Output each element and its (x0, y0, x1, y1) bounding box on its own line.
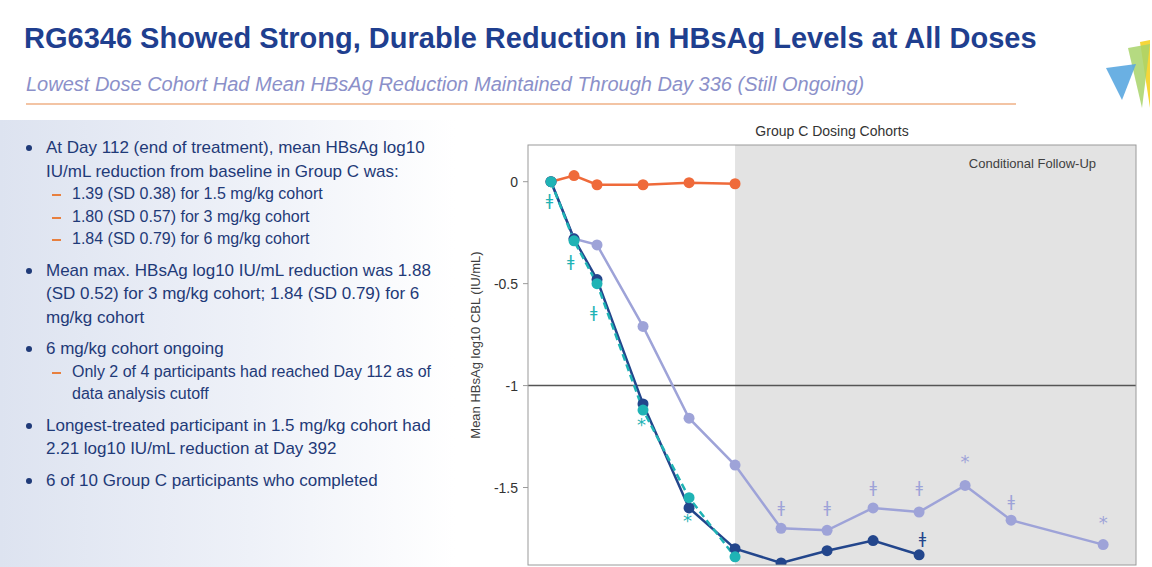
data-point (914, 506, 925, 517)
y-tick-label: -0.5 (494, 276, 518, 292)
sub-bullet-text: 1.84 (SD 0.79) for 6 mg/kg cohort (72, 230, 309, 247)
series-line (551, 182, 919, 563)
data-point (569, 235, 580, 246)
bullet-dot (26, 423, 32, 429)
significance-marker: ǂ (919, 529, 927, 548)
significance-marker: ǂ (1007, 492, 1015, 511)
sub-bullet-dash (52, 239, 61, 241)
data-point (638, 179, 649, 190)
y-tick-label: 0 (510, 174, 518, 190)
bullet: At Day 112 (end of treatment), mean HBsA… (46, 136, 444, 251)
bullet-dot (26, 145, 32, 151)
significance-marker: ǂ (823, 498, 831, 517)
data-point (592, 179, 603, 190)
data-point (546, 176, 557, 187)
y-axis-title: Mean HBsAg log10 CBL (IU/mL) (468, 251, 483, 438)
bullet: Longest-treated participant in 1.5 mg/kg… (46, 414, 444, 461)
title-rule (26, 103, 1016, 105)
data-point (684, 177, 695, 188)
data-point (730, 178, 741, 189)
data-point (776, 557, 787, 565)
sub-bullet: 1.84 (SD 0.79) for 6 mg/kg cohort (72, 228, 444, 251)
significance-marker: ǂ (590, 303, 598, 322)
region-label: Conditional Follow-Up (969, 156, 1096, 171)
bullet-text: Mean max. HBsAg log10 IU/mL reduction wa… (46, 261, 431, 327)
plot-frame (528, 145, 1136, 565)
y-tick-label: -1 (506, 378, 519, 394)
data-point (868, 535, 879, 546)
data-point (914, 549, 925, 560)
y-tick (523, 385, 528, 386)
significance-marker: * (637, 414, 646, 435)
data-point (1006, 515, 1017, 526)
significance-marker: * (961, 451, 970, 472)
data-point (960, 480, 971, 491)
logo-shape (1106, 64, 1136, 100)
plot-group (528, 145, 1136, 565)
sub-bullet-text: 1.39 (SD 0.38) for 1.5 mg/kg cohort (72, 185, 323, 202)
data-point (776, 523, 787, 534)
significance-marker: ǂ (915, 478, 923, 497)
logo (1092, 38, 1152, 118)
bullet-panel: At Day 112 (end of treatment), mean HBsA… (0, 120, 455, 567)
bullet: Mean max. HBsAg log10 IU/mL reduction wa… (46, 259, 444, 330)
bullet: 6 mg/kg cohort ongoing Only 2 of 4 partic… (46, 337, 444, 406)
sub-bullet: 1.80 (SD 0.57) for 3 mg/kg cohort (72, 206, 444, 229)
sub-bullet: Only 2 of 4 participants had reached Day… (72, 361, 444, 406)
slide-title: RG6346 Showed Strong, Durable Reduction … (24, 22, 1037, 55)
bullet-text: 6 of 10 Group C participants who complet… (46, 471, 378, 490)
y-tick-label: -1.5 (494, 480, 518, 496)
data-point (592, 239, 603, 250)
data-point (592, 278, 603, 289)
reference-line (528, 385, 1136, 387)
significance-marker: ǂ (869, 478, 877, 497)
bullet-text: At Day 112 (end of treatment), mean HBsA… (46, 138, 425, 181)
y-tick (523, 487, 528, 488)
slide-subtitle: Lowest Dose Cohort Had Mean HBsAg Reduct… (26, 73, 864, 96)
bullet-dot (26, 478, 32, 484)
y-tick (523, 283, 528, 284)
significance-marker: * (1099, 512, 1108, 533)
chart: 0 -0.5 -1 -1.5 Mean HBsAg log10 CBL (IU/mL) G… (0, 0, 1152, 567)
sub-bullet-dash (52, 217, 61, 219)
series-line (551, 182, 1103, 545)
y-tick (523, 181, 528, 182)
sub-bullet-text: 1.80 (SD 0.57) for 3 mg/kg cohort (72, 208, 309, 225)
data-point (1098, 539, 1109, 550)
sub-bullet-dash (52, 194, 61, 196)
bullet-dot (26, 268, 32, 274)
bullet-list: At Day 112 (end of treatment), mean HBsA… (46, 136, 444, 500)
data-point (822, 545, 833, 556)
data-point (546, 176, 557, 187)
bullet-dot (26, 346, 32, 352)
chart-title: Group C Dosing Cohorts (755, 123, 908, 139)
data-point (684, 413, 695, 424)
data-point (868, 502, 879, 513)
series-line (551, 182, 735, 557)
data-point (638, 321, 649, 332)
significance-marker: ǂ (567, 252, 575, 271)
bullet-text: Longest-treated participant in 1.5 mg/kg… (46, 416, 431, 459)
sub-bullet-text: Only 2 of 4 participants had reached Day… (72, 363, 431, 403)
plot-area (528, 145, 1136, 565)
data-point (822, 525, 833, 536)
data-point (684, 492, 695, 503)
significance-marker: ǂ (546, 191, 554, 210)
data-point (546, 176, 557, 187)
data-point (546, 176, 557, 187)
data-point (730, 460, 741, 471)
sub-bullet: 1.39 (SD 0.38) for 1.5 mg/kg cohort (72, 183, 444, 206)
bullet-text: 6 mg/kg cohort ongoing (46, 339, 224, 358)
significance-marker: * (683, 510, 692, 531)
data-point (569, 170, 580, 181)
sub-bullet-dash (52, 372, 61, 374)
bullet: 6 of 10 Group C participants who complet… (46, 469, 444, 493)
significance-marker: ǂ (777, 498, 785, 517)
data-point (730, 551, 741, 562)
